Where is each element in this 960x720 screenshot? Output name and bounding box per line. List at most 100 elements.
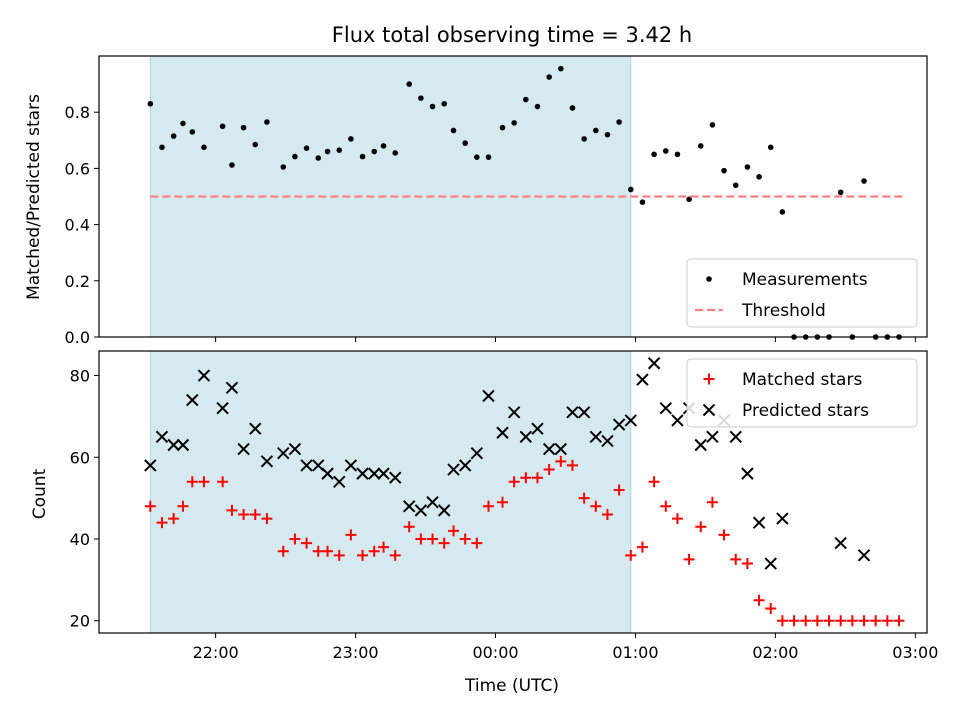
matched-stars-point	[217, 476, 229, 488]
bottom-y-axis-label: Count	[30, 468, 50, 519]
matched-stars-point	[448, 525, 460, 537]
measurement-point	[569, 105, 576, 111]
top-legend: Measurements Threshold	[686, 258, 918, 328]
x-tick-label: 02:00	[752, 643, 798, 662]
matched-stars-point	[823, 615, 835, 627]
matched-stars-point	[730, 553, 742, 565]
predicted-stars-point	[277, 446, 290, 460]
matched-stars-point	[378, 541, 390, 553]
predicted-stars-point	[167, 438, 180, 452]
predicted-stars-point	[531, 422, 544, 435]
predicted-stars-point	[706, 430, 719, 444]
matched-stars-point	[601, 508, 613, 520]
measurement-point	[674, 151, 681, 158]
bottom-legend-box	[686, 358, 918, 428]
matched-stars-point	[613, 484, 625, 496]
matched-stars-point	[301, 537, 313, 549]
measurement-point	[336, 147, 343, 153]
measurement-point	[303, 145, 310, 151]
measurement-point	[709, 122, 716, 128]
matched-stars-point	[648, 476, 660, 488]
matched-stars-point	[438, 537, 450, 549]
top-plot-frame	[98, 55, 928, 338]
measurement-point	[662, 148, 669, 154]
predicted-stars-point	[176, 438, 190, 452]
matched-stars-point	[683, 553, 695, 565]
measurement-point	[523, 96, 529, 103]
predicted-stars-point	[612, 418, 626, 431]
top-legend-box	[686, 258, 918, 328]
matched-stars-point	[671, 513, 683, 525]
predicted-stars-point	[344, 459, 358, 472]
measurement-point	[779, 209, 786, 215]
matched-stars-point	[881, 615, 893, 627]
bottom-plot-frame	[98, 350, 928, 634]
measurement-point	[280, 164, 287, 170]
measurement-point	[359, 153, 366, 160]
predicted-stars-point	[216, 402, 229, 415]
matched-stars-point	[345, 529, 357, 541]
measurement-point	[180, 120, 186, 127]
predicted-stars-point	[249, 422, 262, 435]
predicted-stars-point	[288, 442, 302, 456]
predicted-stars-point	[426, 496, 439, 509]
measurement-point	[861, 178, 867, 184]
predicted-stars-point	[566, 406, 579, 419]
predicted-stars-point	[624, 414, 637, 427]
predicted-stars-point	[321, 467, 334, 480]
predicted-stars-point	[507, 406, 521, 419]
matched-stars-point	[520, 472, 532, 484]
measurement-point	[315, 155, 322, 161]
measurement-point	[159, 144, 165, 151]
matched-stars-point	[368, 545, 380, 557]
predicted-stars-point	[741, 467, 754, 480]
predicted-stars-point	[155, 430, 169, 444]
predicted-stars-point	[237, 442, 250, 456]
top-y-tick-label: 0.0	[65, 328, 90, 347]
matched-stars-point	[415, 533, 427, 545]
measurement-point	[201, 144, 207, 151]
matched-stars-point	[333, 549, 345, 561]
predicted-stars-point	[300, 459, 313, 472]
predicted-stars-point	[458, 459, 472, 472]
measurement-point	[744, 164, 751, 170]
predicted-stars-point	[636, 373, 649, 386]
matched-stars-point	[459, 533, 471, 545]
top-panel: 0.00.20.40.60.8 Matched/Predicted stars …	[24, 55, 928, 347]
measurement-point	[837, 189, 844, 196]
predicted-stars-point	[225, 381, 239, 394]
top-y-tick-label: 0.8	[65, 103, 90, 122]
measurement-point	[686, 196, 692, 203]
matched-stars-point	[753, 594, 765, 606]
x-tick-label: 00:00	[472, 643, 518, 662]
bottom-data-marks	[144, 357, 905, 627]
predicted-stars-point	[834, 536, 847, 550]
bottom-y-tick-label: 80	[70, 367, 90, 386]
matched-stars-point	[893, 615, 905, 627]
measurement-point	[371, 148, 378, 155]
matched-stars-point	[870, 615, 882, 627]
predicted-stars-point	[857, 549, 871, 562]
measurement-point	[392, 150, 399, 156]
matched-stars-point	[846, 615, 858, 627]
matched-stars-point	[497, 496, 509, 508]
matched-stars-point	[660, 500, 672, 512]
matched-stars-point	[238, 508, 250, 520]
measurement-point	[380, 143, 387, 149]
matched-stars-point	[277, 545, 289, 557]
measurement-point	[406, 81, 413, 87]
measurement-point	[593, 127, 599, 134]
predicted-stars-point	[333, 475, 346, 488]
predicted-stars-point	[470, 446, 484, 460]
top-y-axis-label: Matched/Predicted stars	[24, 94, 44, 300]
measurement-point	[616, 119, 622, 125]
measurement-point	[418, 95, 424, 101]
x-tick-label: 03:00	[892, 643, 938, 662]
matched-stars-point	[741, 558, 753, 570]
measurement-point	[252, 141, 259, 148]
matched-stars-point	[156, 517, 168, 529]
measurement-point	[639, 199, 646, 205]
measurement-point	[441, 100, 447, 107]
predicted-stars-point	[437, 504, 451, 517]
predicted-stars-point	[776, 512, 789, 525]
